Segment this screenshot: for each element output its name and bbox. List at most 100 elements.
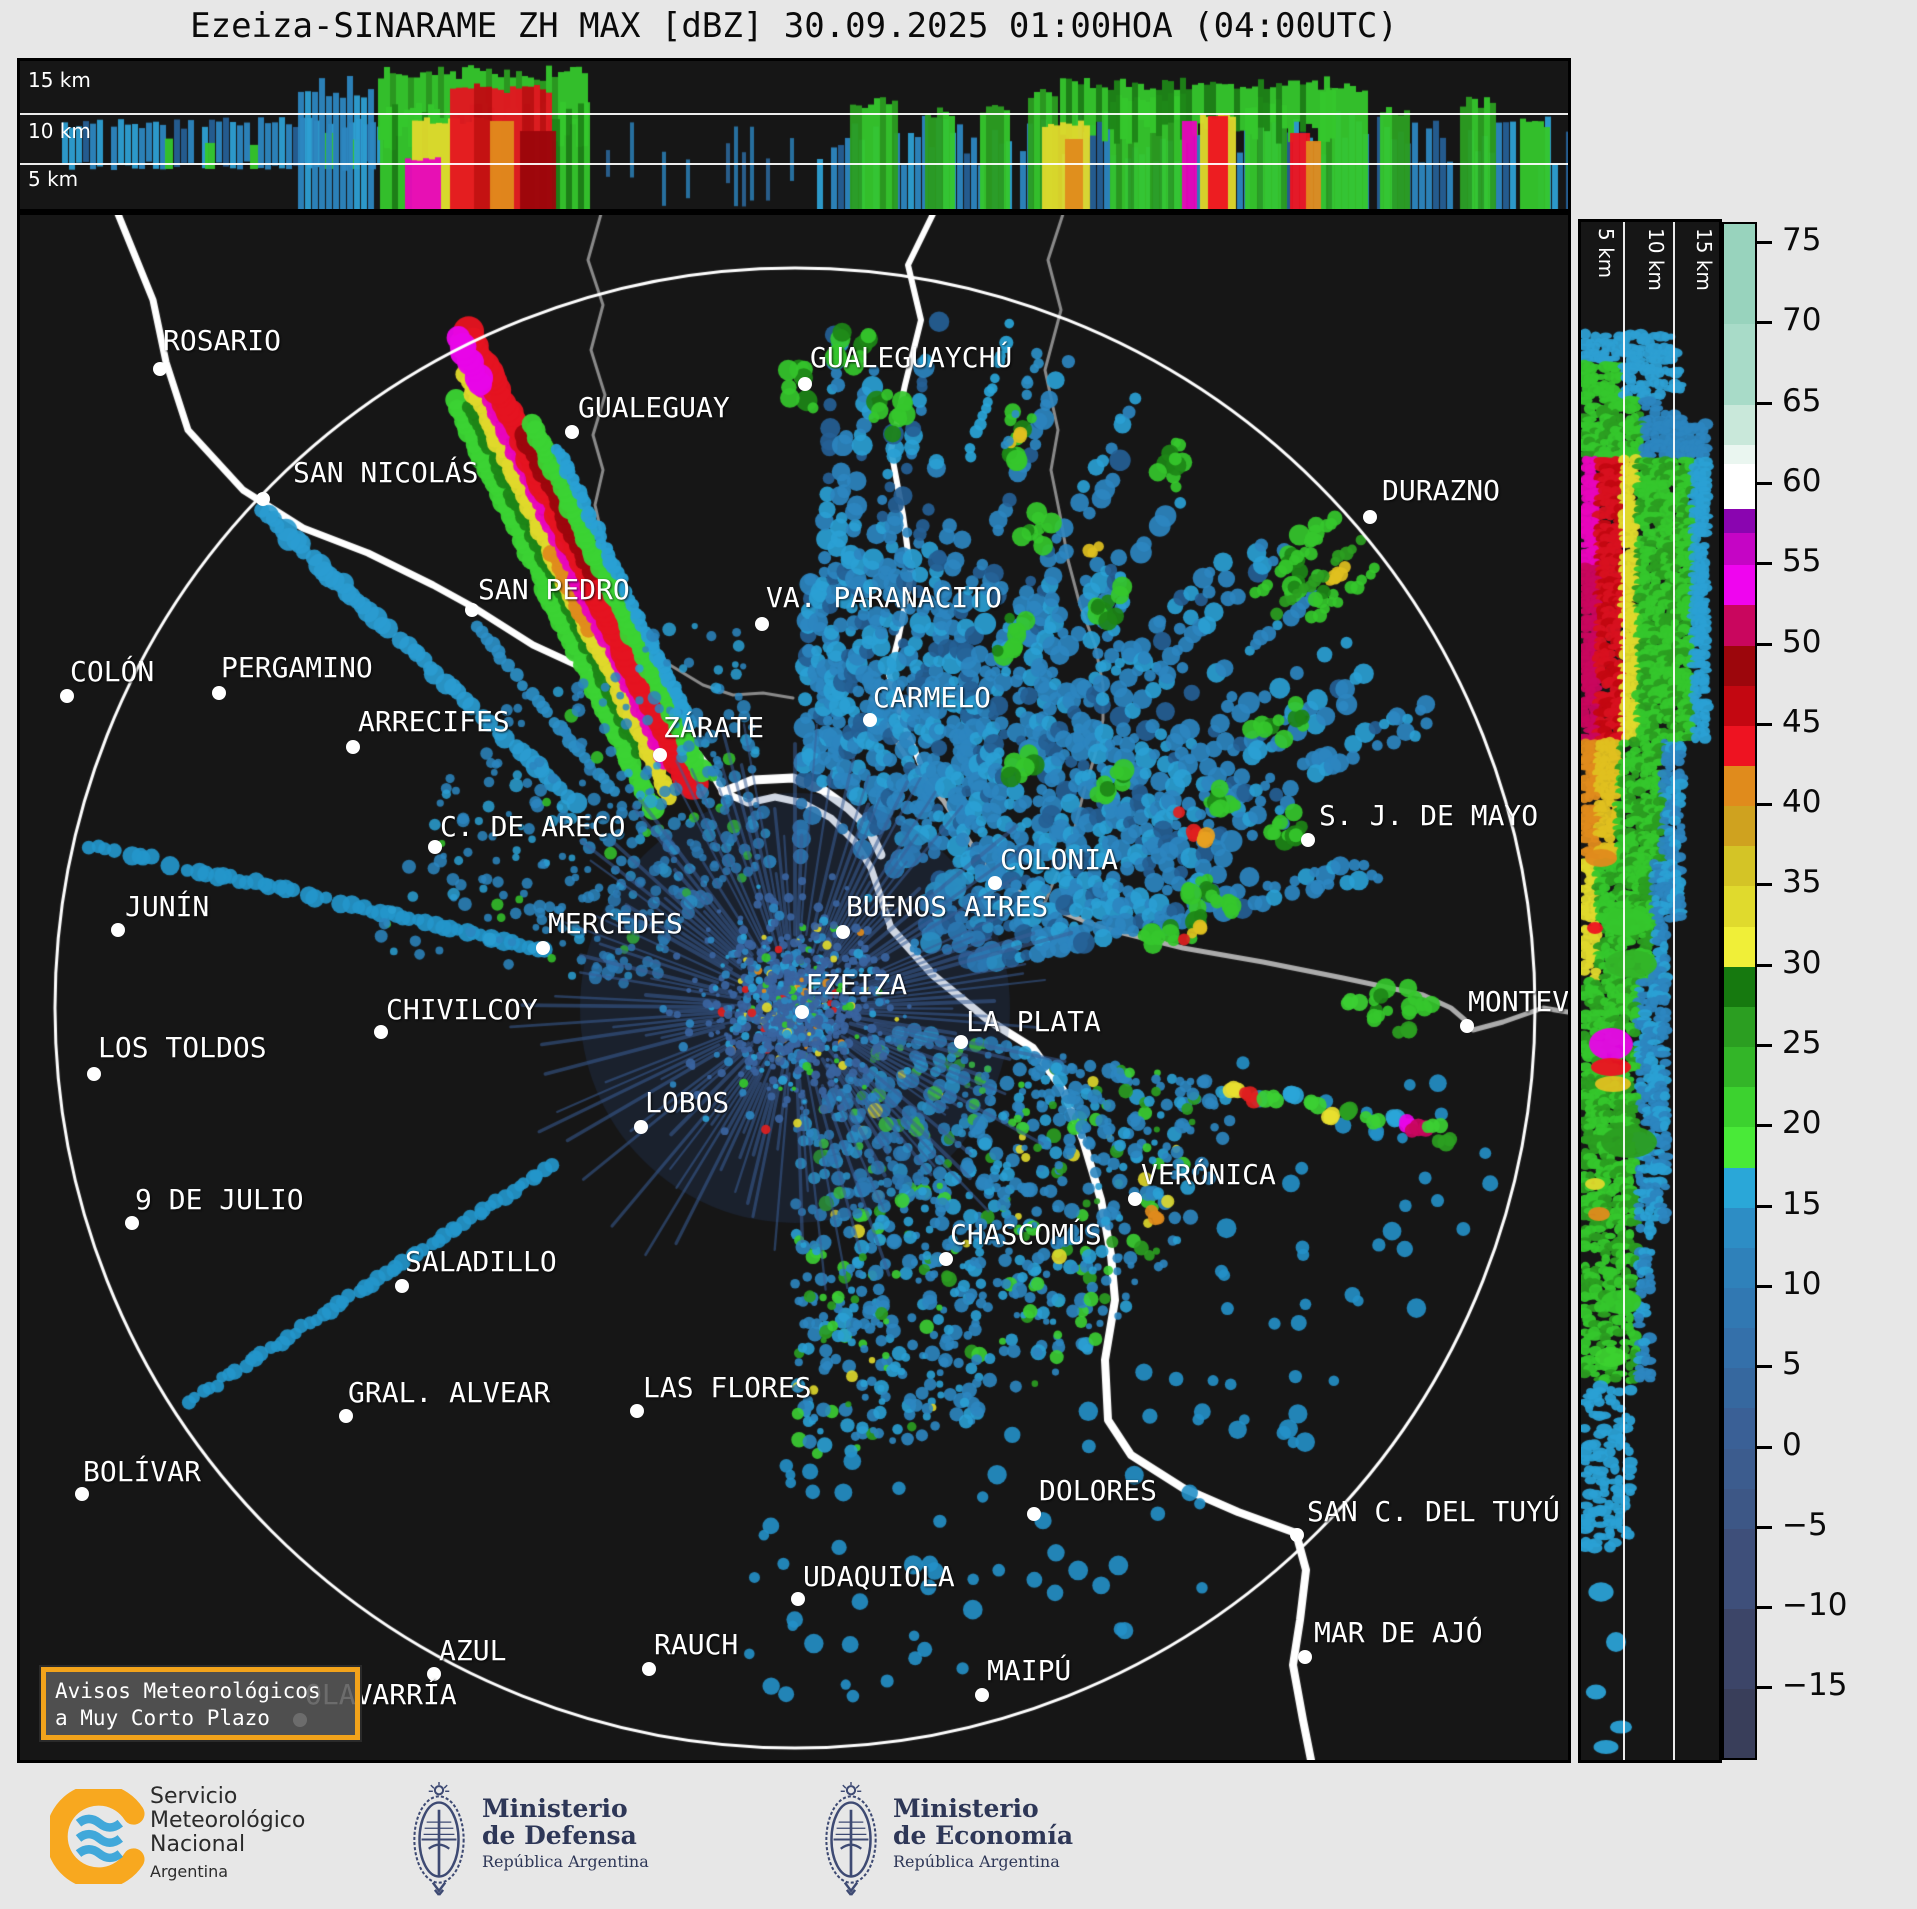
colorbar-segment: [1724, 926, 1755, 967]
city-dot: [346, 740, 360, 754]
city-label: SAN PEDRO: [478, 573, 630, 606]
city-dot: [75, 1487, 89, 1501]
colorbar-segment: [1724, 685, 1755, 726]
city-label: MERCEDES: [548, 907, 683, 940]
city-dot: [630, 1404, 644, 1418]
side-panel-5km-line: [1623, 222, 1625, 1760]
side-panel-label-5km: 5 km: [1594, 228, 1618, 279]
colorbar-tick: [1757, 803, 1772, 807]
colorbar-segment: [1724, 444, 1755, 465]
ministerio-economia-text: Ministerio de Economía República Argenti…: [893, 1795, 1073, 1871]
colorbar-tick-label: 20: [1782, 1105, 1822, 1142]
colorbar-segment: [1724, 1328, 1755, 1369]
colorbar-tick: [1757, 241, 1772, 245]
colorbar-segment: [1724, 1167, 1755, 1208]
city-label: VERÓNICA: [1141, 1158, 1276, 1191]
city-dot: [1460, 1019, 1474, 1033]
colorbar-segment: [1724, 224, 1755, 325]
city-dot: [863, 713, 877, 727]
city-dot: [339, 1409, 353, 1423]
city-dot: [988, 876, 1002, 890]
colorbar-segment: [1724, 605, 1755, 646]
colorbar-tick-label: −5: [1782, 1506, 1828, 1543]
colorbar-tick: [1757, 481, 1772, 485]
city-dot: [1363, 510, 1377, 524]
colorbar-segment: [1724, 1609, 1755, 1690]
colorbar-tick: [1757, 1525, 1772, 1529]
colorbar-tick: [1757, 321, 1772, 325]
city-dot: [125, 1216, 139, 1230]
colorbar-segment: [1724, 1689, 1755, 1758]
colorbar-segment: [1724, 565, 1755, 606]
colorbar-tick-label: −15: [1782, 1667, 1848, 1704]
city-dot: [642, 1662, 656, 1676]
smn-line2: Meteorológico: [150, 1808, 306, 1833]
colorbar-tick-label: 10: [1782, 1265, 1822, 1302]
side-panel-label-10km: 10 km: [1644, 228, 1668, 291]
warning-box[interactable]: Avisos Meteorológicos a Muy Corto Plazo: [39, 1665, 362, 1742]
colorbar-tick-label: 60: [1782, 462, 1822, 499]
city-label: MAR DE AJÓ: [1314, 1616, 1483, 1649]
city-dot: [1301, 833, 1315, 847]
economia-line2: de Economía: [893, 1821, 1074, 1850]
city-label: SALADILLO: [405, 1245, 557, 1278]
colorbar-scale: [1722, 222, 1757, 1760]
city-dot: [1298, 1650, 1312, 1664]
economia-line3: República Argentina: [893, 1852, 1060, 1871]
colorbar-segment: [1724, 464, 1755, 510]
colorbar-segment: [1724, 1528, 1755, 1610]
warning-line2: a Muy Corto Plazo: [55, 1706, 270, 1730]
colorbar-segment: [1724, 1368, 1755, 1409]
colorbar-segment: [1724, 966, 1755, 1007]
city-label: COLÓN: [70, 655, 155, 688]
colorbar-tick: [1757, 883, 1772, 887]
city-dot: [939, 1252, 953, 1266]
city-dot: [795, 1005, 809, 1019]
colorbar-tick-label: 70: [1782, 302, 1822, 339]
smn-line4: Argentina: [150, 1862, 229, 1881]
smn-logo-icon: [45, 1783, 145, 1890]
city-label: CHIVILCOY: [386, 993, 538, 1026]
city-label: AZUL: [439, 1634, 507, 1667]
colorbar: 75 70 65 60 55 50 45 40 35 30 25 20 15 10 5 0 −5 −10 −15: [1722, 222, 1917, 1760]
city-dot: [256, 492, 270, 506]
city-label: ARRECIFES: [358, 705, 510, 738]
colorbar-tick-label: 35: [1782, 864, 1822, 901]
city-label: ROSARIO: [163, 324, 282, 357]
colorbar-tick-label: 5: [1782, 1346, 1802, 1383]
colorbar-tick: [1757, 1445, 1772, 1449]
city-label: GUALEGUAYCHÚ: [810, 341, 1013, 374]
smn-line1: Servicio: [150, 1784, 238, 1809]
ministerio-defensa-text: Ministerio de Defensa República Argentin…: [482, 1795, 649, 1871]
colorbar-segment: [1724, 1087, 1755, 1128]
city-label: SAN C. DEL TUYÚ: [1307, 1495, 1560, 1528]
colorbar-tick: [1757, 1284, 1772, 1288]
colorbar-tick: [1757, 1204, 1772, 1208]
city-dot: [87, 1067, 101, 1081]
city-label: S. J. DE MAYO: [1319, 799, 1539, 832]
top-panel-label-5km: 5 km: [28, 167, 79, 191]
city-label: GUALEGUAY: [578, 391, 730, 424]
colorbar-segment: [1724, 886, 1755, 927]
top-panel-label-15km: 15 km: [28, 68, 91, 92]
page-title: Ezeiza-SINARAME ZH MAX [dBZ] 30.09.2025 …: [190, 6, 1398, 46]
top-panel-label-10km: 10 km: [28, 119, 91, 143]
city-label: GRAL. ALVEAR: [348, 1376, 551, 1409]
colorbar-tick-label: 45: [1782, 703, 1822, 740]
city-dot: [1027, 1507, 1041, 1521]
colorbar-tick: [1757, 1044, 1772, 1048]
city-label: C. DE ARECO: [440, 810, 626, 843]
city-label: MAIPÚ: [987, 1654, 1072, 1687]
radar-map-canvas: [20, 215, 1568, 1760]
colorbar-tick: [1757, 722, 1772, 726]
top-panel-10km-line: [20, 113, 1568, 115]
city-dot: [755, 617, 769, 631]
city-label: CHASCOMÚS: [950, 1218, 1102, 1251]
defensa-line1: Ministerio: [482, 1794, 628, 1823]
city-label: EZEIZA: [806, 968, 908, 1001]
city-label: LOBOS: [645, 1086, 730, 1119]
city-label: BUENOS AIRES: [846, 890, 1049, 923]
city-dot: [60, 689, 74, 703]
city-dot: [565, 425, 579, 439]
top-cross-section-panel: 15 km 10 km 5 km: [17, 58, 1571, 212]
